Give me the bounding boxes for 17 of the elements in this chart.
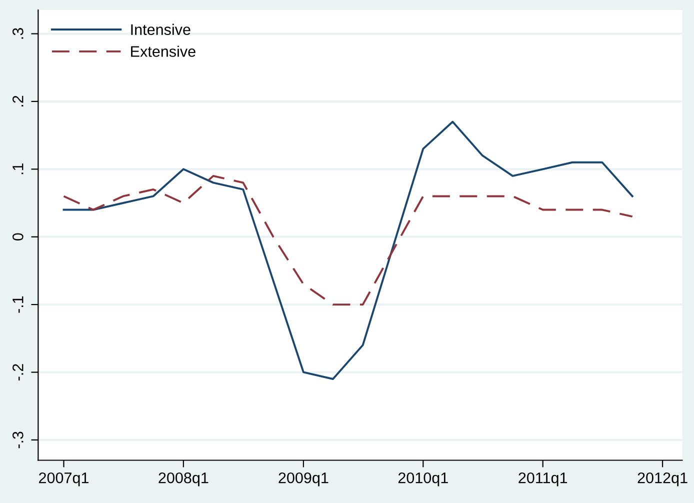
legend-label: Extensive: [131, 46, 196, 57]
y-tick-label: .3: [12, 28, 24, 39]
x-tick-label: 2012q1: [638, 472, 688, 486]
x-tick-label: 2008q1: [158, 472, 208, 486]
y-tick-label: -.3: [12, 432, 24, 448]
y-tick-label: .1: [12, 164, 24, 174]
line-series: [62, 174, 634, 306]
x-tick-label: 2009q1: [278, 472, 328, 486]
x-tick-label: 2010q1: [398, 472, 448, 486]
y-tick-label: 0: [12, 233, 24, 240]
legend-label: Intensive: [131, 24, 190, 36]
y-tick-label: .2: [12, 96, 24, 106]
y-tick-label: -.1: [12, 296, 24, 313]
x-tick-label: 2011q1: [518, 472, 568, 486]
line-series: [62, 120, 634, 380]
y-tick-label: -.2: [12, 364, 24, 380]
x-tick-label: 2007q1: [39, 472, 88, 486]
